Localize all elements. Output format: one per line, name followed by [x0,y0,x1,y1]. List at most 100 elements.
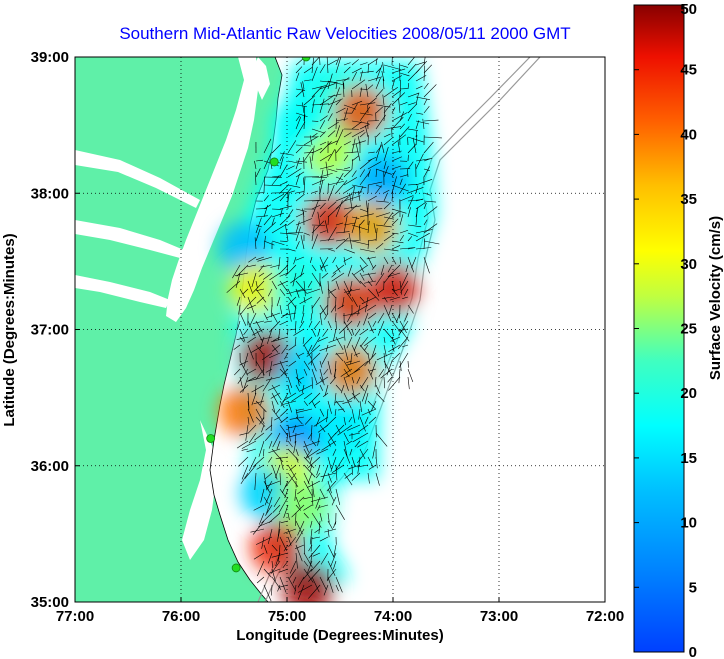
velocity-vector [295,512,297,526]
velocity-vector [247,424,257,434]
velocity-vector [359,186,364,194]
velocity-vector [359,70,363,82]
velocity-vector [263,544,268,554]
velocity-vector [300,235,305,250]
velocity-vector [415,130,418,138]
velocity-vector [319,141,327,146]
velocity-vector [383,248,399,252]
velocity-vector [319,376,324,383]
velocity-vector [367,240,370,250]
colorbar-tick-label: 45 [680,62,697,79]
velocity-vector [333,544,337,557]
velocity-vector [287,576,297,591]
velocity-vector [278,544,281,562]
velocity-vector [407,136,424,143]
velocity-vector [398,98,401,114]
velocity-vector [343,256,353,262]
velocity-vector [359,416,366,432]
velocity-vector [261,512,273,524]
velocity-vector [375,77,381,90]
velocity-vector [287,296,297,309]
velocity-vector [269,272,281,281]
velocity-vector [400,280,409,293]
velocity-vector [256,256,265,261]
velocity-vector [266,480,281,487]
velocity-vector [303,177,306,194]
velocity-vector [255,368,265,380]
velocity-vector [328,336,345,343]
velocity-vector [401,344,409,348]
velocity-vector [271,560,274,568]
velocity-vector [240,304,249,315]
velocity-vector [334,296,337,312]
velocity-vector [391,170,396,178]
x-axis-ticks: 77:00 76:00 75:00 74:00 73:00 72:00 [56,597,624,625]
velocity-vector [295,72,300,82]
velocity-vector [317,504,321,511]
velocity-vector [367,400,376,410]
velocity-vector [295,384,300,392]
velocity-vector [279,408,289,417]
velocity-vector [359,106,371,122]
velocity-vector [367,58,379,66]
velocity-vector [351,472,361,481]
velocity-vector [351,103,358,114]
velocity-cell [356,153,409,206]
velocity-vector [287,219,295,226]
colorbar-tick-label: 30 [680,256,697,273]
velocity-vector [327,130,336,138]
velocity-vector [303,504,313,511]
velocity-vector [407,236,413,242]
velocity-vector [288,432,305,438]
velocity-vector [327,201,337,210]
velocity-vector [303,448,310,460]
velocity-vector [383,336,386,343]
velocity-vector [247,296,257,306]
x-tick-label: 75:00 [268,608,306,625]
velocity-vector [343,107,348,122]
velocity-vector [247,408,254,423]
velocity-vector [293,256,297,265]
velocity-vector [321,272,329,279]
velocity-vector [382,78,385,90]
velocity-vector [388,344,401,352]
velocity-vector [268,360,273,377]
velocity-vector [423,84,437,98]
velocity-vector [346,440,353,445]
velocity-vector [391,245,401,250]
velocity-vector [335,146,342,154]
velocity-vector [407,92,420,98]
velocity-vector [295,121,306,138]
colorbar-label: Surface Velocity (cm/s) [707,216,724,380]
velocity-vector [295,520,303,535]
velocity-vector [251,384,265,393]
velocity-vector [364,392,369,405]
velocity-vector [298,376,305,381]
velocity-vector [362,272,377,276]
velocity-vector [391,150,402,154]
velocity-vector [351,392,360,403]
velocity-vector [288,360,297,367]
velocity-vector [340,384,345,394]
velocity-vector [311,99,315,114]
velocity-vector [359,448,366,460]
velocity-vector [339,320,353,334]
velocity-vector [330,456,337,472]
velocity-vector [383,87,398,98]
velocity-vector [252,328,265,336]
velocity-vector [327,288,336,299]
velocity-vector [351,240,370,246]
velocity-vector [263,496,269,504]
velocity-vector [415,85,423,90]
velocity-vector [303,440,309,453]
velocity-vector [275,408,281,415]
velocity-vector [387,376,393,383]
velocity-vector [242,376,249,393]
velocity-vector [353,352,361,356]
velocity-vector [251,272,257,288]
velocity-vector [309,135,313,146]
velocity-vector [368,464,377,470]
velocity-vector [327,456,332,470]
velocity-vector [322,392,329,398]
velocity-vector [311,225,315,242]
